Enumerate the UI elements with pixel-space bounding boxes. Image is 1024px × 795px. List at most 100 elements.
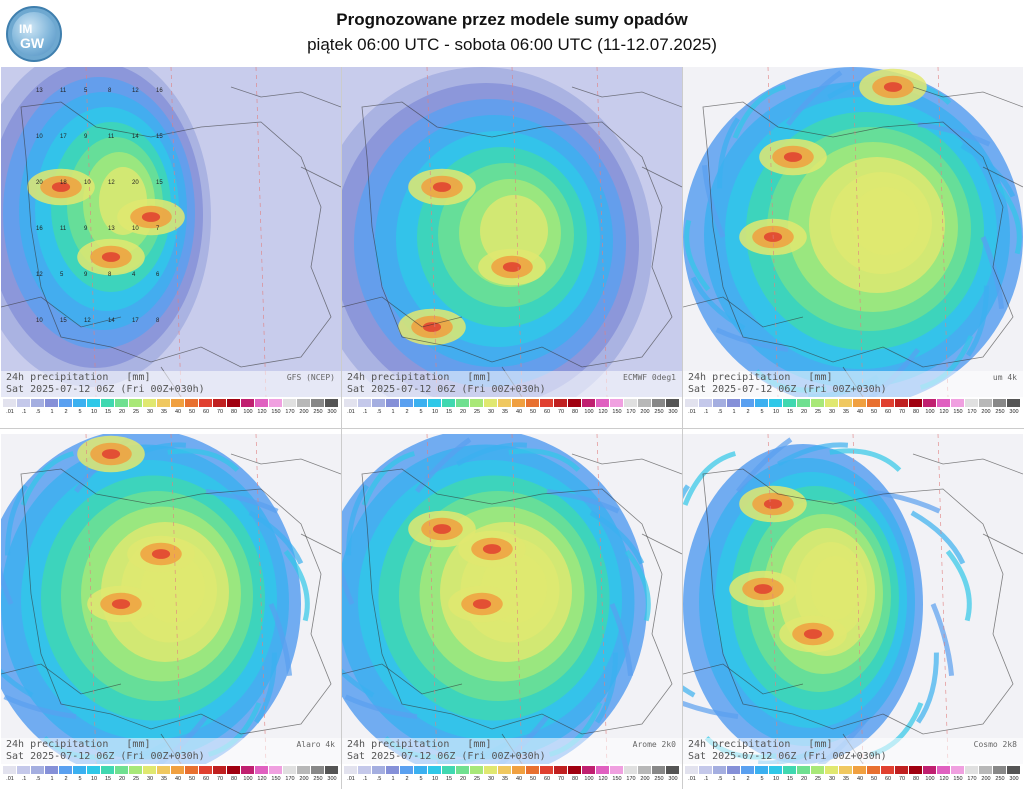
colorbar-label: 10 [431,776,439,782]
colorbar-label: 150 [612,409,622,415]
colorbar-swatch [554,399,568,407]
colorbar-label: 5 [419,776,423,782]
rain-streak [683,685,696,698]
page-title: Prognozowane przez modele sumy opadów [336,10,688,29]
colorbar-label: 300 [668,776,678,782]
rain-streak [594,652,618,724]
grid-point-value: 15 [60,318,67,324]
map-panel-um: 24h precipitation [mm] Sat 2025-07-12 06Z… [683,67,1023,421]
colorbar-swatch [839,766,853,774]
colorbar-label: 250 [995,409,1005,415]
graticule-line [85,67,97,397]
grid-point-value: 9 [84,134,88,140]
country-border [571,86,682,108]
rain-core [101,252,121,262]
colorbar-label: 1 [50,776,54,782]
country-border [300,533,341,555]
colorbar-swatch [255,399,269,407]
colorbar-swatch [213,399,227,407]
precipitation-colorbar: .01.1.5 1 2 5 10 15 20 25 30 35 40 50 60 70 80 100 120 15… [683,397,1023,421]
colorbar-swatch [825,399,839,407]
map-panel-cosmo: 24h precipitation [mm] Sat 2025-07-12 06Z… [683,434,1023,788]
grid-point-value: 6 [156,272,160,278]
colorbar-label: 150 [953,409,963,415]
colorbar-label: 100 [584,776,594,782]
map-caption: 24h precipitation [mm] Sat 2025-07-12 06Z… [683,371,1023,397]
country-border [1,296,122,328]
caption-model-name: Arome 2k0 [632,740,676,749]
colorbar-label: .1 [703,776,709,782]
colorbar-swatch [699,399,713,407]
colorbar-label: 2 [405,776,409,782]
country-border [571,453,682,475]
rain-core [141,212,161,222]
graticule-line [767,67,779,397]
rain-streak [683,451,737,506]
colorbar-label: 2 [64,776,68,782]
rain-core [783,152,803,162]
colorbar-label: 200 [299,776,309,782]
colorbar-label: .1 [21,409,27,415]
colorbar-swatch [923,766,937,774]
colorbar-swatch [372,399,386,407]
colorbar-label: 5 [760,409,764,415]
colorbar-swatch [498,766,512,774]
colorbar-swatch [895,399,909,407]
grid-point-value: 15 [156,134,163,140]
colorbar-swatch [101,766,115,774]
precipitation-colorbar: .01.1.5 1 2 5 10 15 20 25 30 35 40 50 60 70 80 100 120 15… [342,397,682,421]
colorbar-label: 35 [501,409,509,415]
caption-valid-time: Sat 2025-07-12 06Z (Fri 00Z+030h) [347,751,546,762]
colorbar-swatch [269,399,283,407]
colorbar-swatch [87,399,101,407]
colorbar-swatch [213,766,227,774]
colorbar-swatch [386,399,400,407]
graticule-line [511,434,523,764]
colorbar-label: 50 [188,776,196,782]
grid-point-value: 11 [60,88,67,94]
colorbar-label: 10 [90,409,98,415]
rain-core [51,182,71,192]
colorbar-label: 5 [760,776,764,782]
colorbar-swatch [638,766,652,774]
colorbar-label: 80 [230,409,238,415]
map-panel-arome: 24h precipitation [mm] Sat 2025-07-12 06Z… [342,434,682,788]
colorbar-label: 30 [828,409,836,415]
caption-model-name: ECMWF 0deg1 [623,373,676,382]
colorbar-swatch [311,399,325,407]
grid-point-value: 20 [132,180,139,186]
grid-point-value: 13 [108,226,115,232]
rain-streak [546,488,620,514]
colorbar-swatch [853,399,867,407]
colorbar-label: 300 [327,776,337,782]
colorbar-swatch [610,399,624,407]
colorbar-swatch [965,399,979,407]
caption-valid-time: Sat 2025-07-12 06Z (Fri 00Z+030h) [688,751,887,762]
precipitation-map [342,434,682,764]
colorbar-label: 30 [487,409,495,415]
colorbar-swatch [811,766,825,774]
colorbar-swatch [727,766,741,774]
colorbar-swatch [951,766,965,774]
colorbar-swatch [755,399,769,407]
colorbar-swatch [979,399,993,407]
colorbar-label: 150 [953,776,963,782]
grid-point-value: 11 [60,226,67,232]
colorbar-label: 35 [842,776,850,782]
map-caption: 24h precipitation [mm] Sat 2025-07-12 06Z… [342,371,682,397]
rain-streak [589,510,645,565]
rain-band [480,195,548,267]
rain-streak [965,285,989,357]
rain-streak [268,603,293,677]
colorbar-swatch [825,766,839,774]
colorbar-swatch [17,399,31,407]
rain-core [753,584,773,594]
colorbar-swatch [783,766,797,774]
colorbar-swatch [540,766,554,774]
colorbar-swatch [755,766,769,774]
colorbar-label: 1 [50,409,54,415]
caption-model-name: Alaro 4k [296,740,335,749]
country-border [982,166,1023,188]
colorbar-swatch [881,399,895,407]
colorbar-label: 60 [543,409,551,415]
